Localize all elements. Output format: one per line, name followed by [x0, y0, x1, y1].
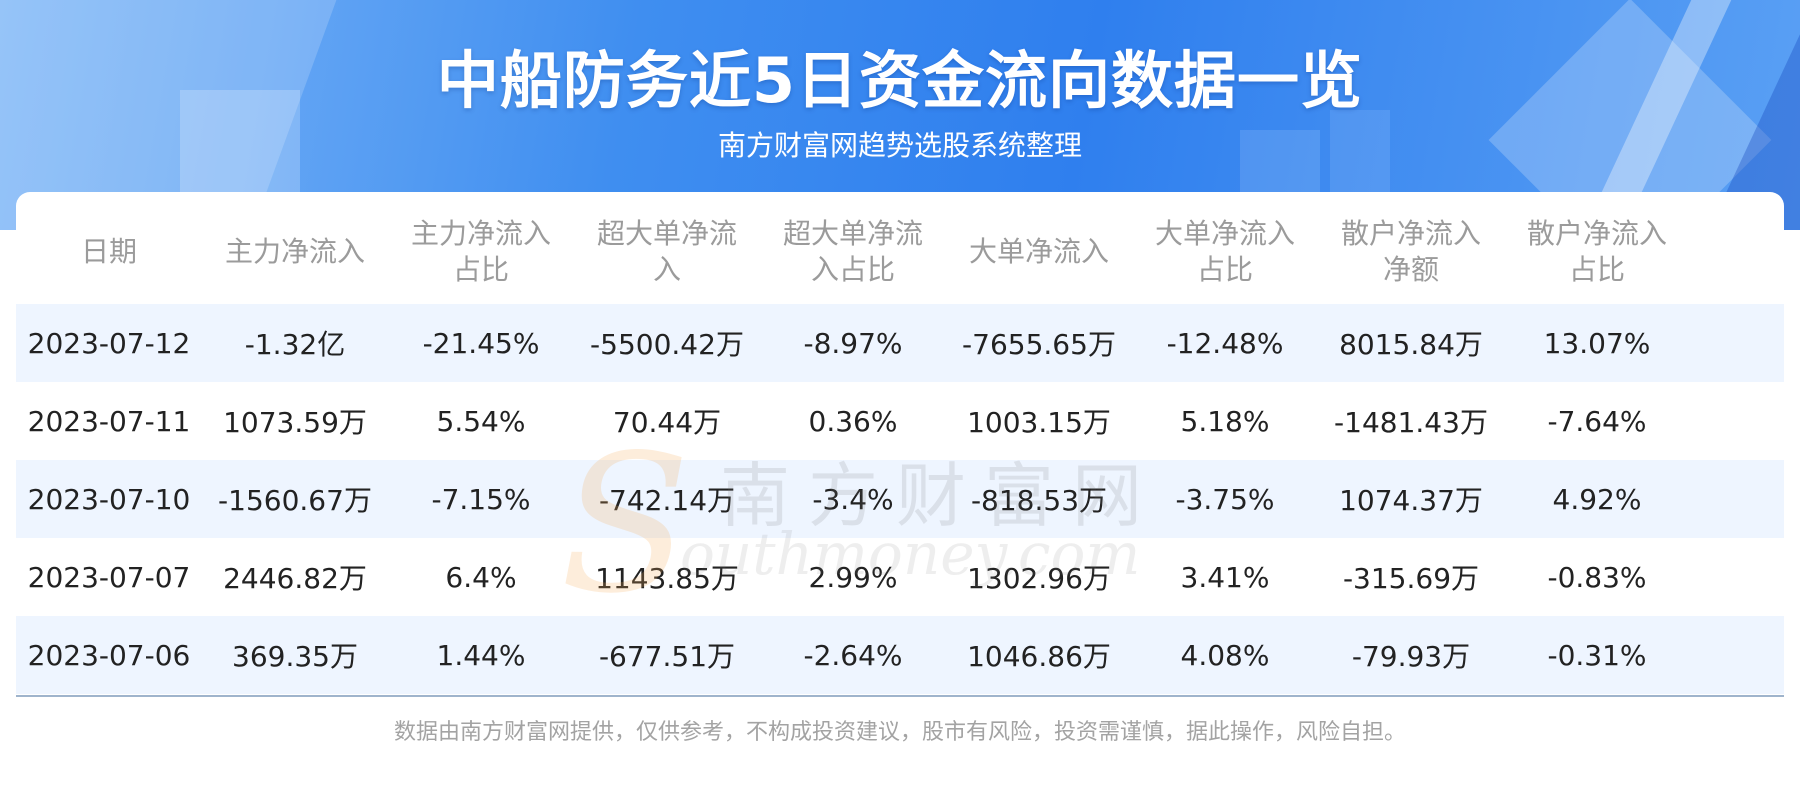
table-cell: 1073.59万: [223, 406, 367, 439]
page-title: 中船防务近5日资金流向数据一览: [436, 44, 1364, 117]
table-row: 2023-07-06 369.35万 1.44% -677.51万 -2.64% 1046…: [16, 616, 1784, 694]
table-cell: -3.75%: [1175, 482, 1275, 516]
table-header: 日期 主力净流入 主力净流入占比 超大单净流入 超大单净流入占比 大单净流入 大…: [16, 202, 1784, 302]
table-cell: -79.93万: [1351, 640, 1471, 673]
table-cell: 1046.86万: [967, 640, 1111, 673]
table-cell: -0.83%: [1547, 560, 1647, 594]
table-cell: 1074.37万: [1339, 484, 1483, 517]
header-banner: [0, 0, 1800, 230]
table-cell: -3.4%: [812, 482, 894, 516]
table-row: 2023-07-12 -1.32亿 -21.45% -5500.42万 -8.97% -7…: [16, 304, 1784, 382]
table-cell: -315.69万: [1342, 562, 1480, 595]
table-cell: 2023-07-07: [27, 560, 191, 594]
page-subtitle: 南方财富网趋势选股系统整理: [717, 129, 1082, 162]
column-header-retail-inflow: 散户净流入净额: [1340, 217, 1481, 286]
column-header-xl-ratio: 超大单净流入占比: [782, 217, 923, 286]
table-cell: -0.31%: [1547, 638, 1647, 672]
table-cell: 4.92%: [1552, 482, 1642, 516]
disclaimer: 数据由南方财富网提供，仅供参考，不构成投资建议，股市有风险，投资需谨慎，据此操作…: [393, 720, 1406, 745]
table-cell: 2023-07-11: [27, 404, 191, 438]
column-header-date: 日期: [80, 235, 137, 268]
table-cell: 369.35万: [232, 640, 358, 673]
table-cell: -7.15%: [431, 482, 531, 516]
table-cell: 5.54%: [436, 404, 526, 438]
column-header-main-ratio: 主力净流入占比: [410, 217, 551, 286]
column-header-large-ratio: 大单净流入占比: [1154, 217, 1295, 286]
table-cell: 6.4%: [445, 560, 517, 594]
table-cell: 0.36%: [808, 404, 898, 438]
table-cell: -818.53万: [970, 484, 1108, 517]
column-header-retail-ratio: 散户净流入占比: [1526, 217, 1667, 286]
table-cell: 2023-07-12: [27, 326, 191, 360]
table-cell: 1302.96万: [967, 562, 1111, 595]
table-cell: 2446.82万: [223, 562, 367, 595]
table-cell: -1.32亿: [244, 328, 346, 361]
table-cell: 13.07%: [1543, 326, 1651, 360]
table-cell: -21.45%: [422, 326, 540, 360]
table-row: 2023-07-10 -1560.67万 -7.15% -742.14万 -3.4% -8…: [16, 460, 1784, 538]
table-cell: 2023-07-06: [27, 638, 191, 672]
column-header-main-inflow: 主力净流入: [224, 235, 365, 268]
table-cell: 1.44%: [436, 638, 526, 672]
table-cell: -677.51万: [598, 640, 736, 673]
table-cell: -7655.65万: [962, 328, 1116, 361]
table-body: 2023-07-12 -1.32亿 -21.45% -5500.42万 -8.97% -7…: [16, 304, 1784, 694]
table-cell: -1481.43万: [1334, 406, 1488, 439]
table-cell: 70.44万: [612, 406, 722, 439]
table-cell: -1560.67万: [218, 484, 372, 517]
column-header-xl-inflow: 超大单净流入: [596, 217, 737, 286]
table-cell: 2023-07-10: [27, 482, 191, 516]
table-cell: 5.18%: [1180, 404, 1270, 438]
table-cell: -2.64%: [803, 638, 903, 672]
column-header-large-inflow: 大单净流入: [968, 235, 1109, 268]
data-table: 日期 主力净流入 主力净流入占比 超大单净流入 超大单净流入占比 大单净流入 大…: [16, 192, 1784, 697]
table-cell: 1003.15万: [967, 406, 1111, 439]
table-cell: 1143.85万: [595, 562, 739, 595]
table-cell: -5500.42万: [590, 328, 744, 361]
table-row: 2023-07-11 1073.59万 5.54% 70.44万 0.36% 1003.1…: [16, 382, 1784, 460]
table-cell: 4.08%: [1180, 638, 1270, 672]
table-cell: 8015.84万: [1339, 328, 1483, 361]
table-cell: -8.97%: [803, 326, 903, 360]
table-cell: 3.41%: [1180, 560, 1270, 594]
table-cell: -742.14万: [598, 484, 736, 517]
table-row: 2023-07-07 2446.82万 6.4% 1143.85万 2.99% 1302.…: [16, 538, 1784, 616]
table-cell: -7.64%: [1547, 404, 1647, 438]
table-cell: 2.99%: [808, 560, 898, 594]
table-cell: -12.48%: [1166, 326, 1284, 360]
